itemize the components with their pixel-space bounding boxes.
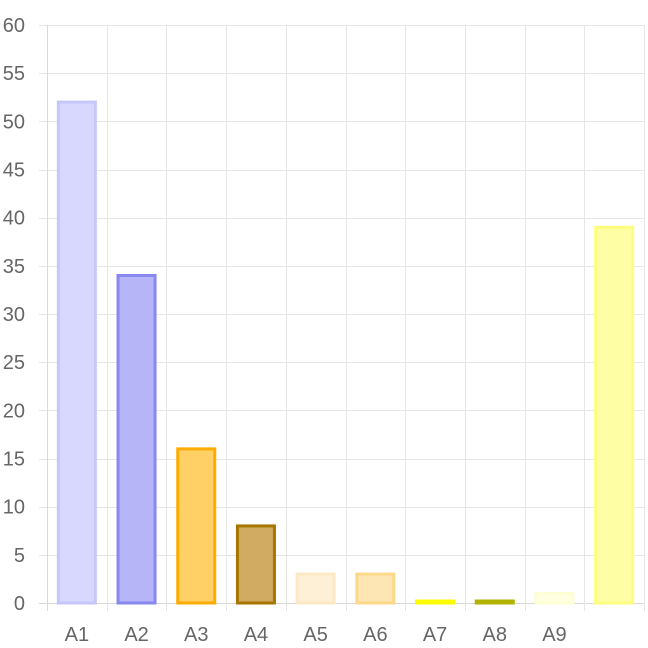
y-tick-labels: 0 5 10 15 20 25 30 35 40 45 50 55 60 (3, 15, 25, 615)
bar (534, 591, 575, 605)
x-tick-label: A3 (184, 624, 208, 646)
bars (56, 100, 635, 605)
y-tick-label: 30 (3, 304, 25, 326)
bar (295, 572, 336, 605)
bar (116, 273, 157, 605)
x-tick-label: A7 (423, 624, 447, 646)
x-tick-label: A9 (542, 624, 566, 646)
y-tick-label: 40 (3, 208, 25, 230)
x-tick-label: A1 (65, 624, 89, 646)
y-tick-label: 10 (3, 497, 25, 519)
x-tick-label: A2 (124, 624, 148, 646)
x-tick-labels: A1 A2 A3 A4 A5 A6 A7 A8 A9 (65, 624, 567, 646)
bar (474, 599, 515, 605)
y-tick-label: 35 (3, 256, 25, 278)
bar (235, 524, 276, 605)
y-tick-label: 60 (3, 15, 25, 37)
x-tick-label: A4 (244, 624, 268, 646)
y-tick-label: 55 (3, 63, 25, 85)
x-tick-label: A8 (483, 624, 507, 646)
y-tick-label: 20 (3, 400, 25, 422)
bar (355, 572, 396, 605)
x-tick-label: A6 (363, 624, 387, 646)
y-tick-label: 0 (14, 593, 25, 615)
y-tick-label: 45 (3, 160, 25, 182)
y-tick-label: 50 (3, 111, 25, 133)
bar (594, 225, 635, 605)
bar (415, 599, 456, 605)
bar (56, 100, 97, 605)
bar (176, 447, 217, 605)
y-tick-label: 25 (3, 352, 25, 374)
y-tick-label: 5 (14, 545, 25, 567)
x-tick-label: A5 (303, 624, 327, 646)
y-tick-label: 15 (3, 449, 25, 471)
